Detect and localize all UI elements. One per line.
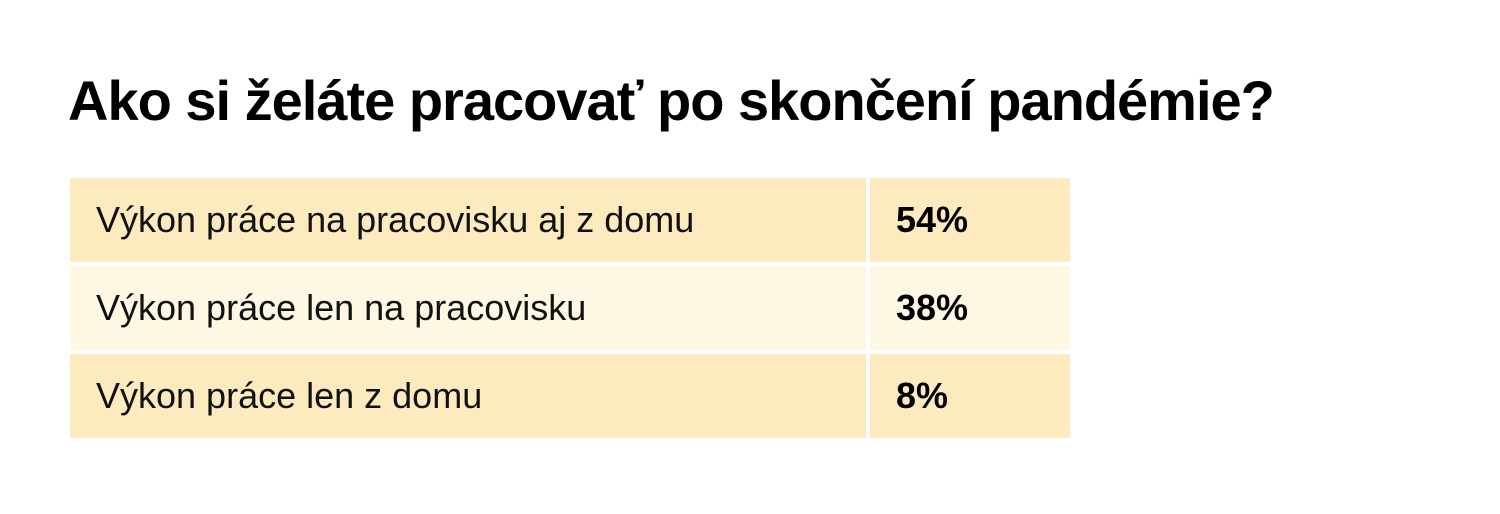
cell: 8% [870,354,1070,438]
row: Výkon práce na pracovisku aj z domu 54% [70,178,1070,262]
row: Výkon práce len na pracovisku 38% [70,266,1070,350]
row: Výkon práce len z domu 8% [70,354,1070,438]
cell: 54% [870,178,1070,262]
table: Výkon práce na pracovisku aj z domu 54% … [66,174,1074,442]
title: Ako si želáte pracovať po skončení pandé… [68,69,1275,132]
cell: Výkon práce len z domu [70,354,866,438]
cell: Výkon práce na pracovisku aj z domu [70,178,866,262]
cell: Výkon práce len na pracovisku [70,266,866,350]
cell: 38% [870,266,1070,350]
